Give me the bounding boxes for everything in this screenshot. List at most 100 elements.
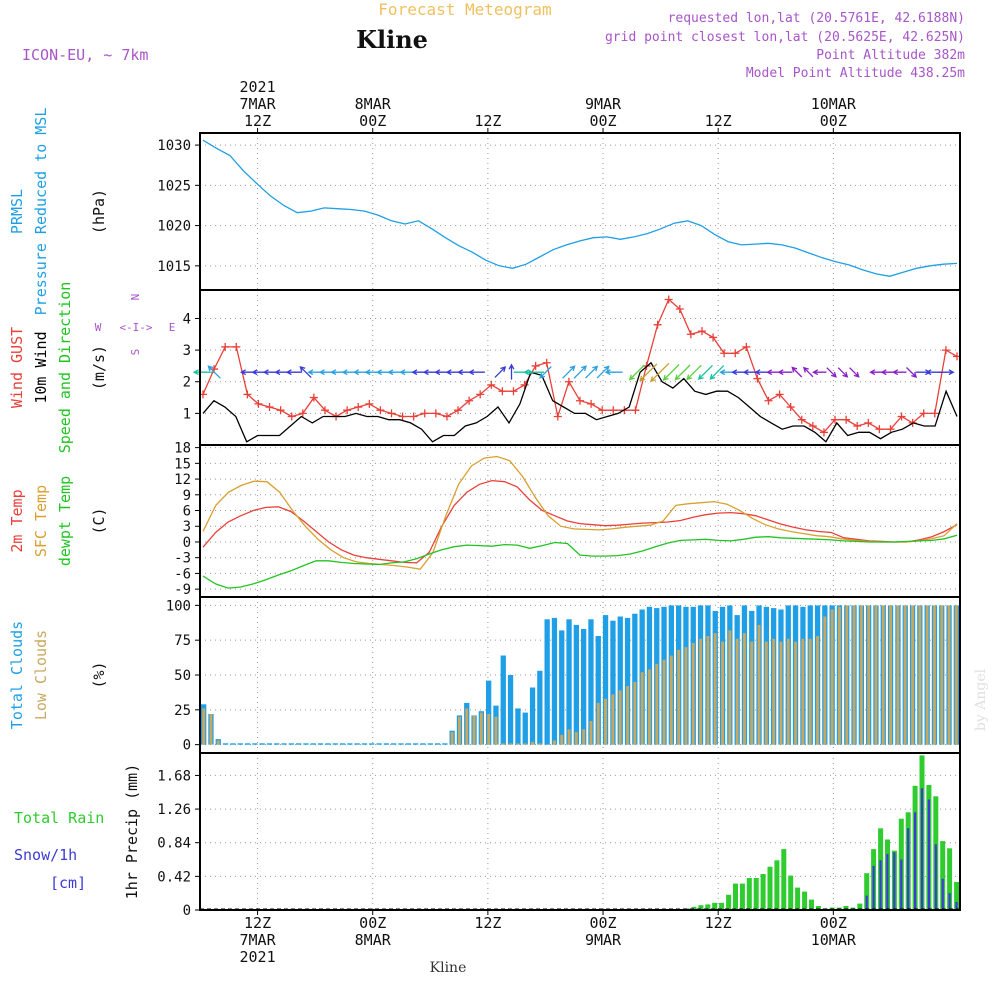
gust-marker [320, 406, 329, 415]
gust-marker [775, 390, 784, 399]
gust-marker [254, 399, 263, 408]
y-tick-label: 3 [183, 519, 191, 535]
bar-total-clouds [332, 743, 338, 745]
wind-arrow [192, 369, 212, 376]
requested-coords: requested lon,lat (20.5761E, 42.6188N) [668, 11, 965, 26]
bar-snow-1h [865, 895, 868, 910]
gust-marker [664, 295, 673, 304]
bar-low-clouds [626, 686, 629, 745]
bar-low-clouds [859, 605, 863, 745]
gust-marker [564, 377, 573, 386]
wind-arrow [937, 369, 955, 376]
bar-total-rain [733, 883, 738, 910]
bar-snow-1h [900, 859, 903, 910]
wind-arrow [849, 367, 860, 378]
panel-unit: (m/s) [90, 345, 108, 390]
bar-low-clouds [925, 605, 929, 745]
top-time-label: 12Z [244, 112, 271, 130]
bar-total-clouds [420, 743, 426, 745]
gust-marker [786, 403, 795, 412]
bar-low-clouds [684, 647, 688, 745]
bottom-time-label: 10MAR [811, 931, 857, 949]
bar-low-clouds [750, 641, 754, 745]
bar-low-clouds [479, 712, 483, 745]
bar-snow-1h [934, 844, 937, 910]
bar-low-clouds [531, 741, 534, 745]
y-tick-label: 1.68 [157, 768, 191, 784]
wind-arrow [791, 366, 803, 378]
bar-total-clouds [354, 743, 360, 745]
bar-total-clouds [274, 743, 280, 745]
bar-snow-1h [886, 853, 889, 910]
gust-marker [897, 412, 906, 421]
y-tick-label: 100 [166, 598, 191, 614]
bar-low-clouds [830, 609, 834, 745]
bar-low-clouds [918, 605, 922, 745]
gust-marker [398, 412, 407, 421]
gust-marker [476, 390, 485, 399]
bar-total-clouds [244, 743, 251, 745]
bar-low-clouds [209, 714, 213, 745]
gust-marker [365, 399, 374, 408]
gust-marker [409, 412, 418, 421]
gust-marker [298, 409, 307, 418]
wind-arrow [892, 369, 907, 376]
gust-marker [587, 399, 596, 408]
bar-low-clouds [472, 715, 476, 745]
gust-marker [487, 380, 496, 389]
bar-total-clouds [551, 617, 558, 745]
bar-low-clouds [911, 605, 914, 745]
y-tick-label: 1025 [157, 178, 191, 194]
wind-arrow [650, 362, 670, 383]
bar-snow-1h [907, 828, 910, 910]
gust-marker [609, 406, 618, 415]
y-tick-label: 0 [183, 738, 191, 754]
bar-total-clouds [442, 743, 448, 745]
bar-low-clouds [838, 606, 841, 745]
bar-total-clouds [325, 743, 331, 745]
gust-marker [520, 380, 529, 389]
bar-total-clouds [515, 708, 521, 745]
series-line-sfc-temp [202, 455, 958, 570]
gust-marker [465, 396, 474, 405]
bar-total-clouds [602, 615, 609, 745]
y-tick-label: 6 [183, 504, 191, 520]
gust-marker [542, 358, 551, 367]
bar-total-clouds [252, 743, 258, 745]
compass-e: E [169, 321, 176, 334]
bar-total-clouds [434, 743, 441, 745]
gust-marker [276, 406, 285, 415]
bottom-time-label: 12Z [474, 914, 501, 932]
bar-low-clouds [501, 743, 505, 745]
bar-total-clouds [383, 743, 389, 745]
bar-total-clouds [339, 743, 346, 745]
gust-marker [709, 333, 718, 342]
wind-arrow [604, 369, 623, 376]
bar-low-clouds [648, 669, 651, 745]
panel-frame-pressure [199, 132, 961, 291]
bar-low-clouds [494, 716, 498, 745]
footer-location: Kline [430, 960, 467, 976]
bottom-time-label: 12Z [244, 914, 271, 932]
gust-marker [808, 422, 817, 431]
panel-unit: 1hr Precip (mm) [123, 764, 141, 899]
gust-marker [509, 387, 518, 396]
bar-low-clouds [458, 716, 461, 745]
wind-arrow [207, 365, 221, 379]
bar-total-rain [802, 891, 808, 910]
bar-low-clouds [852, 605, 856, 745]
bar-total-clouds [581, 629, 587, 745]
bar-total-clouds [559, 630, 565, 745]
gust-marker [243, 390, 252, 399]
bar-total-clouds [259, 743, 265, 745]
model-label: ICON-EU, ~ 7km [22, 46, 148, 64]
bar-low-clouds [677, 649, 681, 745]
gust-marker [354, 403, 363, 412]
bar-total-rain [809, 899, 814, 910]
wind-arrow [539, 366, 552, 379]
bar-low-clouds [662, 659, 666, 745]
top-time-label: 00Z [589, 112, 616, 130]
point-altitude: Point Altitude 382m [816, 48, 965, 63]
bar-snow-1h [927, 799, 930, 910]
bar-total-rain [719, 902, 725, 910]
